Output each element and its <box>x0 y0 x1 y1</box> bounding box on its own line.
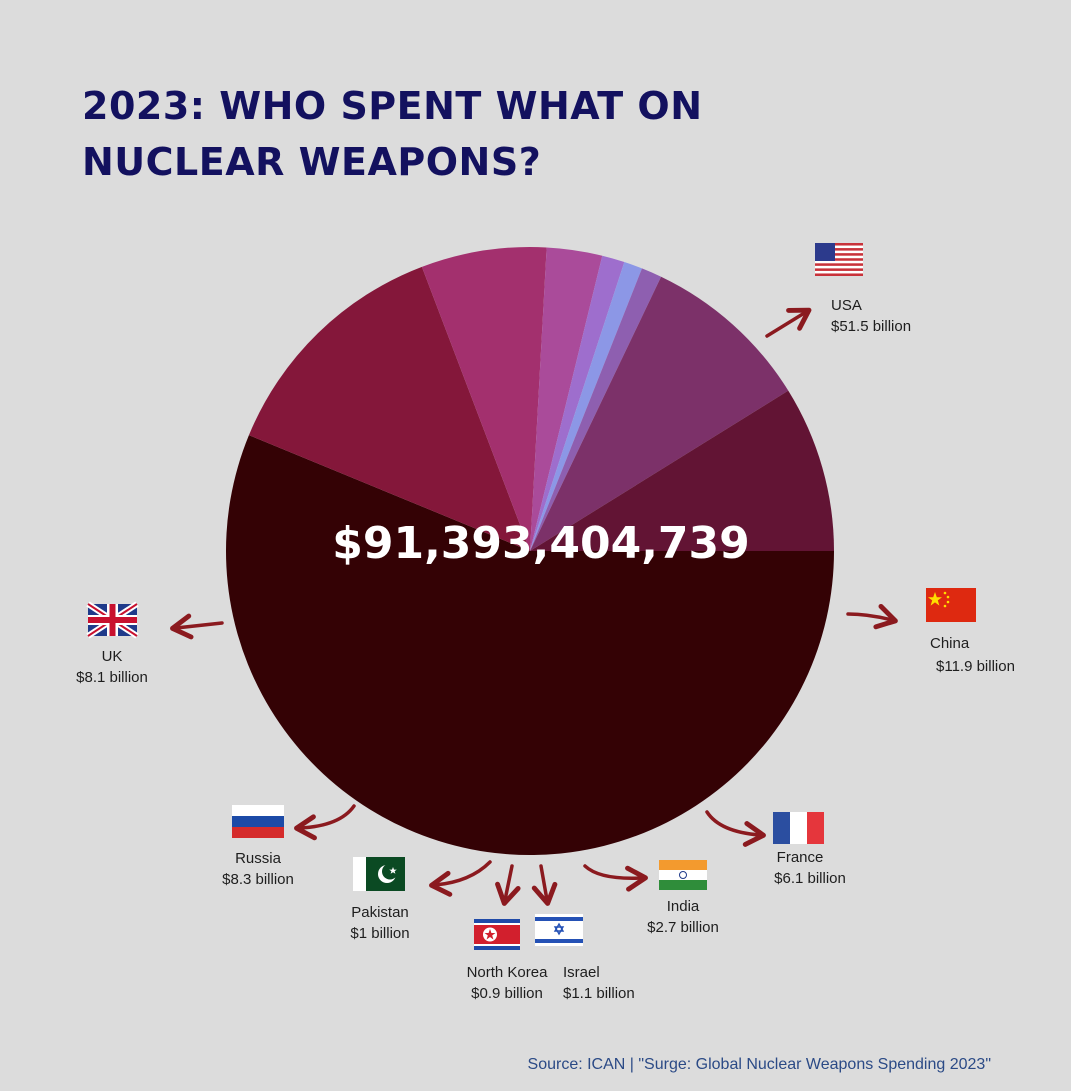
flag-north-korea-icon <box>474 919 520 950</box>
label-north-korea-value: $0.9 billion <box>471 985 543 1002</box>
label-israel: Israel $1.1 billion <box>563 962 635 1004</box>
flag-china-icon <box>926 588 976 622</box>
label-north-korea-name: North Korea <box>466 964 548 981</box>
label-usa-name: USA <box>831 297 862 314</box>
pie-slice-north-korea <box>530 262 642 551</box>
arrow-north-korea <box>495 864 521 906</box>
pie-slice-usa <box>226 435 835 855</box>
arrow-israel <box>531 864 558 906</box>
label-israel-name: Israel <box>563 964 600 981</box>
arrow-uk <box>170 613 224 640</box>
pie-slice-pakistan <box>530 268 662 551</box>
arrow-china <box>846 603 898 630</box>
source-citation: Source: ICAN | "Surge: Global Nuclear We… <box>527 1056 991 1073</box>
flag-usa-icon <box>815 243 863 276</box>
label-russia-value: $8.3 billion <box>222 871 294 888</box>
flag-france-icon <box>773 812 824 844</box>
pie-slice-india <box>530 247 603 552</box>
arrow-usa <box>765 307 812 338</box>
label-france-value: $6.1 billion <box>774 870 846 887</box>
label-russia-name: Russia <box>235 850 281 867</box>
label-france-name: France <box>776 849 824 866</box>
label-uk-value: $8.1 billion <box>76 669 148 686</box>
label-uk: UK $8.1 billion <box>76 646 148 688</box>
flag-russia-icon <box>232 805 284 838</box>
label-pakistan-value: $1 billion <box>350 925 410 942</box>
label-india: India $2.7 billion <box>647 896 719 938</box>
label-russia: Russia $8.3 billion <box>222 848 294 890</box>
flag-pakistan-icon <box>353 857 405 891</box>
arrow-france <box>705 810 766 847</box>
arrow-india <box>583 864 648 892</box>
arrow-russia <box>294 804 356 841</box>
total-spending-value: $91,393,404,739 <box>332 518 750 569</box>
flag-uk-icon <box>86 601 139 639</box>
label-uk-name: UK <box>101 648 123 665</box>
flag-israel-icon <box>535 914 583 946</box>
pie-slice-israel <box>530 255 625 551</box>
chart-title-line-1: 2023: WHO SPENT WHAT ON <box>82 84 703 128</box>
flag-india-icon <box>659 860 707 890</box>
chart-title-line-2: NUCLEAR WEAPONS? <box>82 140 542 184</box>
label-pakistan: Pakistan $1 billion <box>350 902 409 944</box>
label-usa: USA $51.5 billion <box>831 295 911 337</box>
label-israel-value: $1.1 billion <box>563 985 635 1002</box>
chart-title: 2023: WHO SPENT WHAT ON NUCLEAR WEAPONS? <box>82 78 703 190</box>
label-china: China $11.9 billion <box>930 633 1015 677</box>
arrow-pakistan <box>429 860 492 897</box>
pie-slice-russia <box>530 276 789 551</box>
pie-slice-france <box>421 247 547 551</box>
label-india-name: India <box>666 898 700 915</box>
label-india-value: $2.7 billion <box>647 919 719 936</box>
pie-slice-uk <box>530 390 834 551</box>
label-pakistan-name: Pakistan <box>351 904 409 921</box>
label-china-name: China <box>930 635 970 652</box>
label-china-value: $11.9 billion <box>936 658 1015 675</box>
label-usa-value: $51.5 billion <box>831 318 912 335</box>
label-north-korea: North Korea $0.9 billion <box>467 962 548 1004</box>
pie-slice-china <box>248 266 531 551</box>
label-france: France $6.1 billion <box>774 847 846 889</box>
